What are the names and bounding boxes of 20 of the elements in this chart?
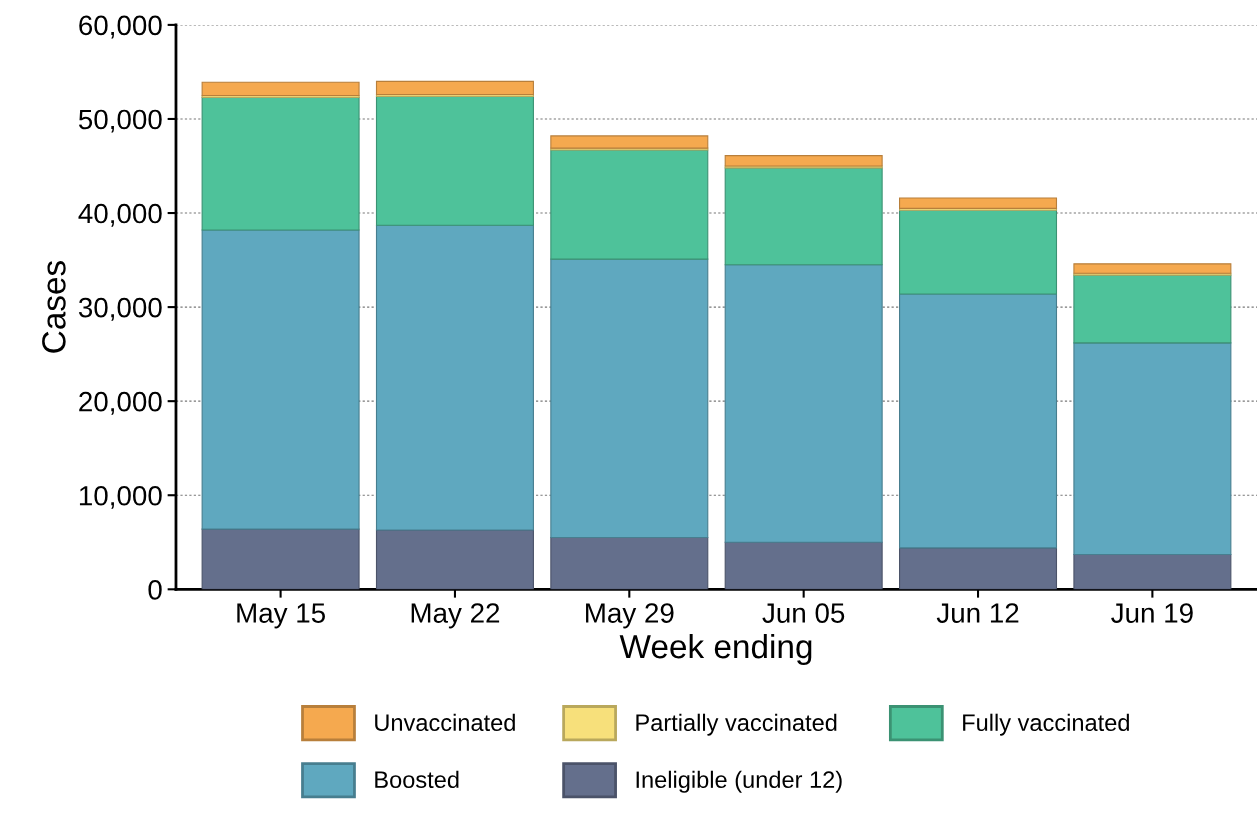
y-axis-title: Cases <box>42 261 66 353</box>
legend-label: Ineligible (under 12) <box>636 770 842 793</box>
x-axis-title: Week ending <box>619 633 812 666</box>
y-tick-label: 40,000 <box>78 203 162 227</box>
x-tick-label: Jun 19 <box>1111 603 1193 623</box>
x-tick-label: May 15 <box>237 603 325 629</box>
y-tick-label: 60,000 <box>79 15 162 39</box>
y-tick-label: 50,000 <box>78 109 162 133</box>
legend-label: Fully vaccinated <box>963 713 1129 736</box>
y-tick-label: 30,000 <box>78 297 162 321</box>
x-tick-label: May 29 <box>586 603 674 629</box>
y-tick-label: 0 <box>148 579 162 600</box>
y-tick-label: 20,000 <box>79 391 162 415</box>
legend-label: Boosted <box>375 770 459 789</box>
x-tick-label: Jun 12 <box>936 603 1019 623</box>
x-tick-label: May 22 <box>411 603 500 629</box>
legend-label: Unvaccinated <box>375 713 515 732</box>
y-tick-label: 10,000 <box>79 485 162 509</box>
x-tick-label: Jun 05 <box>762 603 845 623</box>
legend-label: Partially vaccinated <box>636 713 837 736</box>
